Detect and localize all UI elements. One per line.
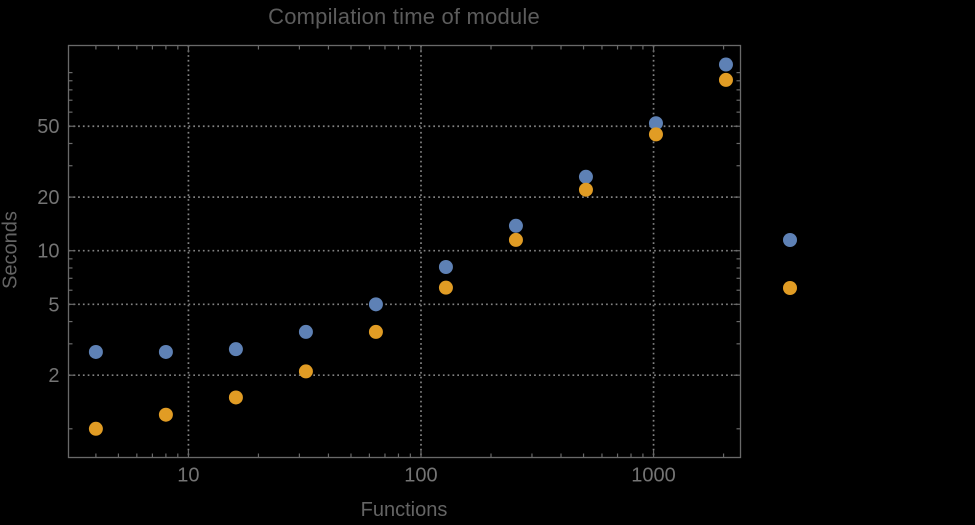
x-tick-label-100: 100 — [404, 465, 437, 487]
legend-marker-series-blue — [783, 233, 797, 247]
data-point-series-orange-x1024 — [648, 127, 663, 142]
data-point-series-blue-x128 — [438, 260, 453, 275]
plot-frame — [67, 44, 742, 459]
y-tick-label-2: 2 — [48, 365, 59, 387]
data-point-series-orange-x16 — [228, 390, 243, 405]
x-axis-title: Functions — [360, 499, 448, 521]
data-point-series-orange-x256 — [508, 232, 523, 247]
data-point-series-blue-x64 — [368, 297, 383, 312]
data-point-series-blue-x2048 — [718, 57, 733, 72]
y-tick-label-20: 20 — [37, 187, 59, 209]
data-point-series-orange-x128 — [438, 280, 453, 295]
data-point-series-blue-x4 — [88, 344, 103, 359]
data-point-series-blue-x8 — [158, 344, 173, 359]
legend-marker-series-orange — [783, 281, 797, 295]
chart-title: Compilation time of module — [268, 4, 540, 29]
data-point-series-orange-x512 — [578, 182, 593, 197]
data-point-series-orange-x8 — [158, 407, 173, 422]
y-tick-label-5: 5 — [48, 294, 59, 316]
y-tick-label-10: 10 — [37, 241, 59, 263]
data-point-series-blue-x512 — [578, 169, 593, 184]
data-point-series-orange-x4 — [88, 421, 103, 436]
data-point-series-blue-x1024 — [648, 116, 663, 131]
data-point-series-orange-x2048 — [718, 72, 733, 87]
data-point-series-orange-x32 — [298, 364, 313, 379]
x-tick-label-10: 10 — [177, 465, 199, 487]
data-point-series-blue-x256 — [508, 218, 523, 233]
data-point-series-blue-x16 — [228, 342, 243, 357]
data-point-series-blue-x32 — [298, 324, 313, 339]
y-tick-label-50: 50 — [37, 116, 59, 138]
data-point-series-orange-x64 — [368, 324, 383, 339]
x-tick-label-1000: 1000 — [631, 465, 676, 487]
